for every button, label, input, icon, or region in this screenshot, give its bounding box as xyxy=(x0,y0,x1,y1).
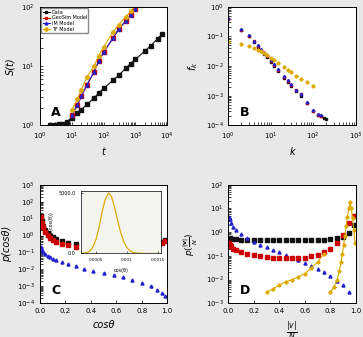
X-axis label: t: t xyxy=(102,147,106,157)
Y-axis label: $f_k$: $f_k$ xyxy=(186,61,200,71)
Text: B: B xyxy=(240,106,249,119)
Y-axis label: $p(\frac{|\mathbf{v}|}{N})$: $p(\frac{|\mathbf{v}|}{N})$ xyxy=(182,232,200,256)
Text: C: C xyxy=(52,284,61,297)
Legend: Data, GeoSim Model, IM Model, TF Model: Data, GeoSim Model, IM Model, TF Model xyxy=(41,8,89,33)
X-axis label: $\frac{|v|}{N}$: $\frac{|v|}{N}$ xyxy=(286,320,298,337)
X-axis label: cosθ: cosθ xyxy=(92,320,115,330)
X-axis label: k: k xyxy=(289,147,295,157)
Y-axis label: S(t): S(t) xyxy=(6,57,16,75)
Y-axis label: p(cosθ): p(cosθ) xyxy=(1,226,12,262)
Text: A: A xyxy=(52,106,61,119)
Text: D: D xyxy=(240,284,250,297)
